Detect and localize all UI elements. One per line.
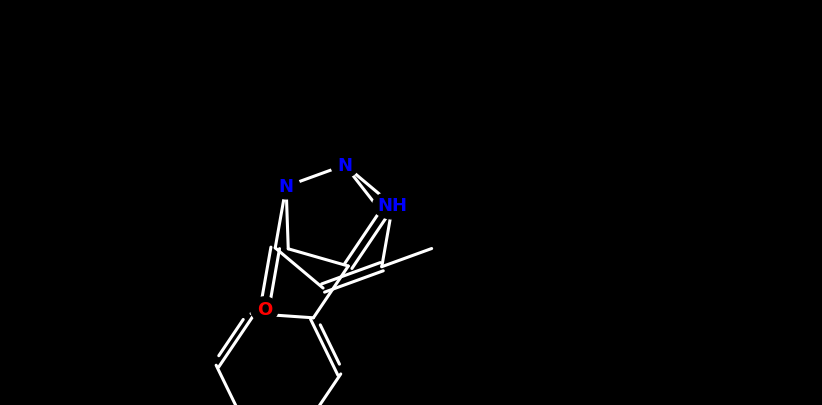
- Text: NH: NH: [377, 197, 408, 215]
- Ellipse shape: [251, 297, 278, 322]
- Text: N: N: [337, 157, 353, 175]
- Text: O: O: [256, 301, 272, 319]
- Ellipse shape: [272, 175, 300, 199]
- Ellipse shape: [331, 153, 358, 178]
- Ellipse shape: [372, 192, 413, 220]
- Text: N: N: [279, 178, 293, 196]
